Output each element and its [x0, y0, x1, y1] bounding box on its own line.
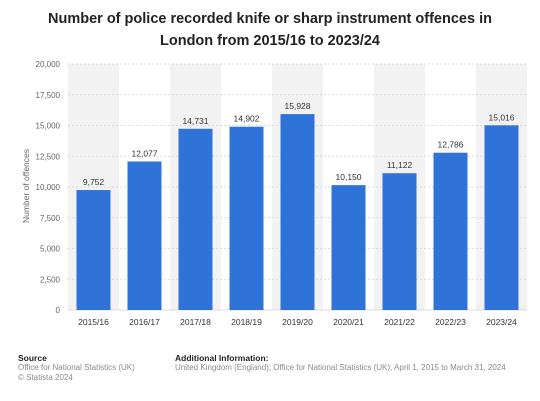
copyright-text: © Statista 2024	[18, 373, 73, 382]
x-axis-ticks: 2015/16 2016/17 2017/18 2018/19 2019/20 2020/…	[78, 317, 517, 327]
bar	[331, 185, 366, 310]
value-label: 14,902	[234, 114, 260, 124]
additional-info-text: United Kingdom (England); Office for Nat…	[175, 363, 506, 372]
source-heading: Source	[18, 353, 47, 363]
y-tick-label: 17,500	[36, 91, 61, 100]
y-tick-label: 2,500	[40, 275, 61, 284]
y-tick-label: 5,000	[40, 245, 61, 254]
bar	[382, 173, 417, 310]
x-tick-label: 2021/22	[384, 317, 415, 327]
x-tick-label: 2023/24	[486, 317, 517, 327]
bar	[229, 126, 264, 310]
y-tick-label: 0	[56, 306, 61, 315]
value-label: 12,786	[438, 140, 464, 150]
y-tick-label: 12,500	[36, 152, 61, 161]
source-block: Source Office for National Statistics (U…	[18, 353, 135, 383]
x-tick-label: 2016/17	[129, 317, 160, 327]
bars	[76, 114, 519, 311]
value-labels: 9,752 12,077 14,731 14,902 15,928 10,150 11,12…	[83, 101, 515, 187]
value-label: 14,731	[183, 116, 209, 126]
value-label: 12,077	[132, 148, 158, 158]
y-tick-label: 15,000	[36, 122, 61, 131]
value-label: 9,752	[83, 177, 105, 187]
bar	[76, 190, 111, 310]
x-tick-label: 2020/21	[333, 317, 364, 327]
bar	[433, 152, 468, 310]
value-label: 10,150	[336, 172, 362, 182]
chart-title: Number of police recorded knife or sharp…	[48, 11, 492, 49]
value-label: 15,928	[285, 101, 311, 111]
y-axis-ticks: 0 2,500 5,000 7,500 10,000 12,500 15,000 17,500…	[36, 60, 61, 315]
bar	[127, 161, 162, 310]
x-tick-label: 2019/20	[282, 317, 313, 327]
bar	[484, 125, 519, 311]
x-tick-label: 2022/23	[435, 317, 466, 327]
x-tick-label: 2015/16	[78, 317, 109, 327]
additional-info-block: Additional Information: United Kingdom (…	[175, 353, 506, 373]
y-axis-label: Number of offences	[21, 149, 31, 223]
bar	[178, 128, 213, 310]
bar	[280, 114, 315, 310]
x-tick-label: 2017/18	[180, 317, 211, 327]
value-label: 15,016	[489, 112, 515, 122]
source-link[interactable]: Office for National Statistics (UK)	[18, 363, 135, 372]
x-tick-label: 2018/19	[231, 317, 262, 327]
y-tick-label: 20,000	[36, 60, 61, 69]
y-tick-label: 10,000	[36, 183, 61, 192]
additional-info-heading: Additional Information:	[175, 353, 269, 363]
y-tick-label: 7,500	[40, 214, 61, 223]
value-label: 11,122	[387, 160, 413, 170]
